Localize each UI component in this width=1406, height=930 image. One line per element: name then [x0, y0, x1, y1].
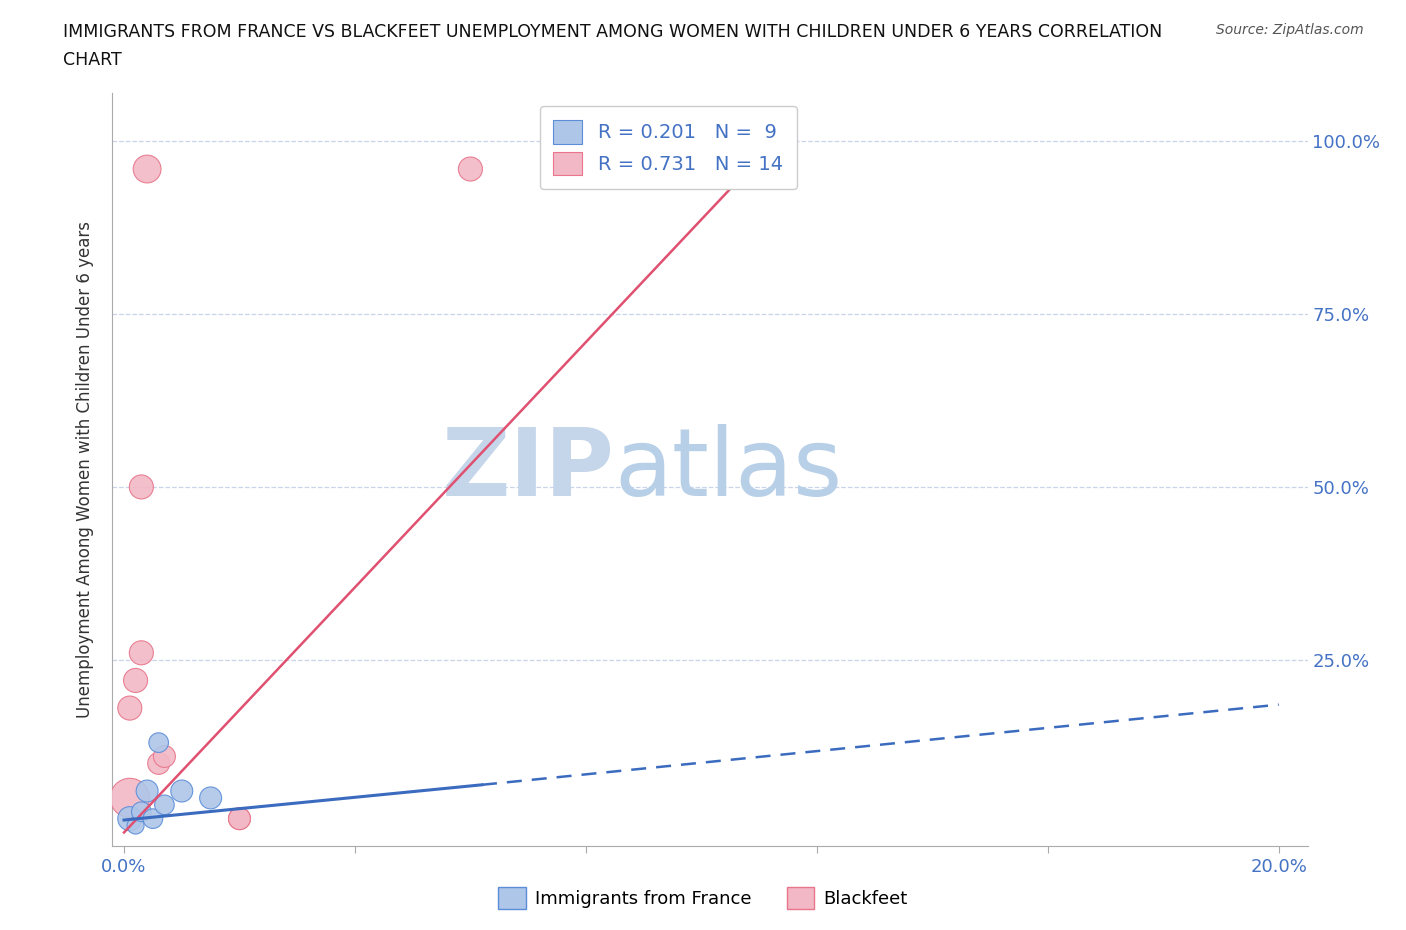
Point — [131, 480, 153, 495]
Point — [136, 162, 159, 177]
Legend: R = 0.201   N =  9, R = 0.731   N = 14: R = 0.201 N = 9, R = 0.731 N = 14 — [540, 107, 797, 189]
Text: atlas: atlas — [614, 424, 842, 515]
Point — [228, 811, 250, 826]
Point — [124, 818, 146, 833]
Text: Source: ZipAtlas.com: Source: ZipAtlas.com — [1216, 23, 1364, 37]
Point — [153, 797, 176, 812]
Point — [200, 790, 222, 805]
Text: IMMIGRANTS FROM FRANCE VS BLACKFEET UNEMPLOYMENT AMONG WOMEN WITH CHILDREN UNDER: IMMIGRANTS FROM FRANCE VS BLACKFEET UNEM… — [63, 23, 1163, 41]
Point — [131, 645, 153, 660]
Point — [170, 784, 193, 799]
Point — [460, 162, 482, 177]
Point — [228, 811, 250, 826]
Text: ZIP: ZIP — [441, 424, 614, 515]
Point — [575, 162, 598, 177]
Legend: Immigrants from France, Blackfeet: Immigrants from France, Blackfeet — [491, 880, 915, 916]
Point — [124, 673, 146, 688]
Point — [131, 804, 153, 819]
Point — [153, 749, 176, 764]
Point — [118, 700, 141, 715]
Point — [142, 811, 165, 826]
Point — [148, 736, 170, 751]
Point — [136, 784, 159, 799]
Point — [118, 790, 141, 805]
Point — [148, 756, 170, 771]
Text: CHART: CHART — [63, 51, 122, 69]
Point — [748, 162, 770, 177]
Point — [603, 162, 626, 177]
Point — [118, 811, 141, 826]
Y-axis label: Unemployment Among Women with Children Under 6 years: Unemployment Among Women with Children U… — [76, 221, 94, 718]
